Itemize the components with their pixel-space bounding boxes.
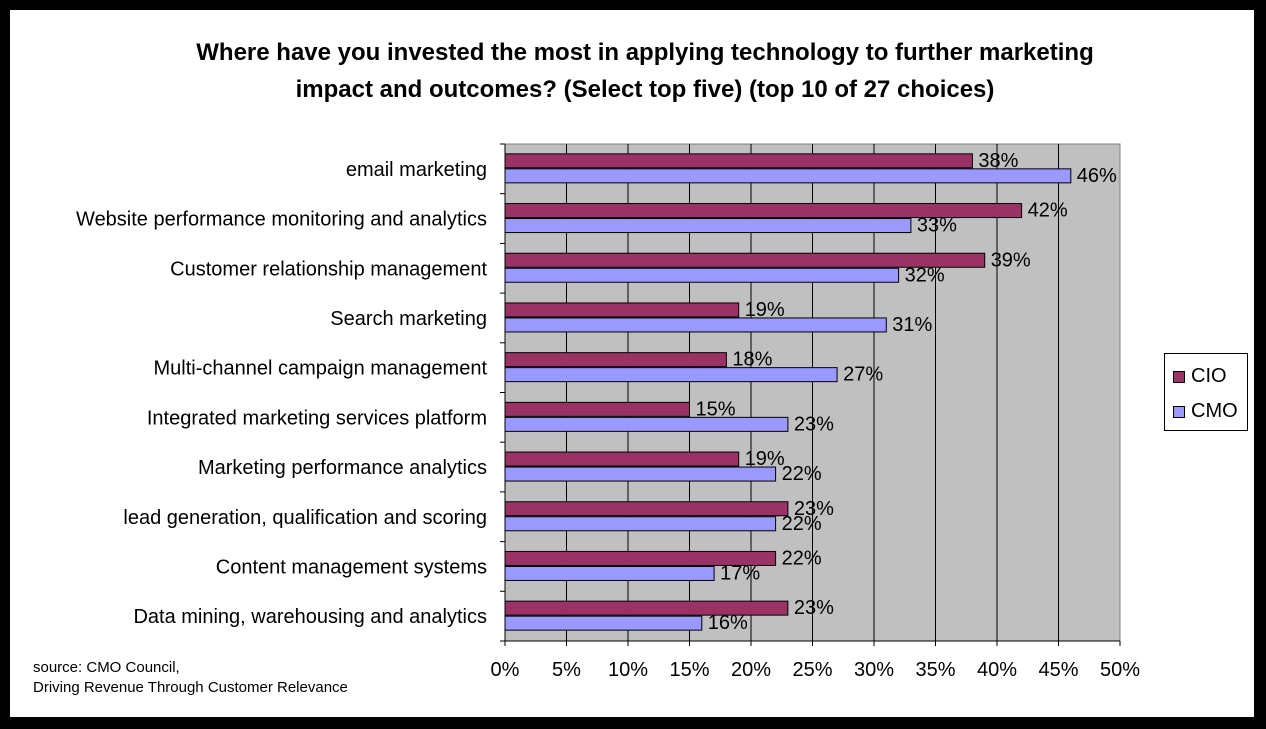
data-label-cmo: 32% bbox=[905, 264, 945, 286]
chart-title-line-2: impact and outcomes? (Select top five) (… bbox=[295, 76, 995, 103]
bar-cmo bbox=[504, 218, 912, 234]
bar-cmo bbox=[504, 615, 703, 631]
data-label-cmo: 23% bbox=[794, 413, 834, 435]
data-label-cmo: 27% bbox=[843, 364, 883, 386]
legend-label-cmo: CMO bbox=[1191, 400, 1238, 422]
x-tick-label: 20% bbox=[731, 659, 771, 681]
source-line-2: Driving Revenue Through Customer Relevan… bbox=[33, 679, 348, 696]
data-label-cio: 23% bbox=[794, 597, 834, 619]
category-label: Marketing performance analytics bbox=[198, 457, 487, 479]
data-label-cio: 23% bbox=[794, 498, 834, 520]
bar-cmo bbox=[504, 267, 900, 283]
x-tick-label: 15% bbox=[669, 659, 709, 681]
data-label-cmo: 17% bbox=[720, 562, 760, 584]
data-label-cio: 38% bbox=[978, 150, 1018, 172]
data-label-cio: 22% bbox=[782, 547, 822, 569]
data-label-cio: 15% bbox=[696, 398, 736, 420]
x-tick-label: 10% bbox=[608, 659, 648, 681]
data-label-cio: 18% bbox=[732, 349, 772, 371]
bar-chart: 0% 5% 10% 15% 20% 25% 30% 35% 40% 45% 50% email mar… bbox=[76, 143, 1140, 681]
bar-cmo bbox=[504, 565, 715, 581]
bar-cmo bbox=[504, 416, 789, 432]
bar-cio bbox=[504, 550, 777, 566]
x-tick-label: 40% bbox=[977, 659, 1017, 681]
category-label: Data mining, warehousing and analytics bbox=[133, 606, 487, 628]
data-label-cmo: 22% bbox=[782, 513, 822, 535]
category-label: Multi-channel campaign management bbox=[153, 358, 487, 380]
bar-cmo bbox=[504, 516, 777, 532]
data-label-cio: 19% bbox=[745, 448, 785, 470]
bar-cmo bbox=[504, 367, 838, 383]
x-tick-label: 50% bbox=[1100, 659, 1140, 681]
data-label-cmo: 46% bbox=[1077, 165, 1117, 187]
category-label: email marketing bbox=[346, 159, 487, 181]
x-tick-label: 45% bbox=[1038, 659, 1078, 681]
chart-title-line-1: Where have you invested the most in appl… bbox=[196, 39, 1094, 66]
legend-swatch-cmo bbox=[1173, 405, 1185, 418]
x-tick-label: 25% bbox=[792, 659, 832, 681]
legend-item-cio: CIO bbox=[1173, 365, 1227, 388]
bar-cio bbox=[504, 302, 740, 318]
x-tick-label: 0% bbox=[491, 659, 520, 681]
data-label-cio: 19% bbox=[745, 299, 785, 321]
data-label-cio: 42% bbox=[1028, 200, 1068, 222]
bar-cio bbox=[504, 203, 1023, 219]
bar-cio bbox=[504, 401, 690, 417]
chart-legend: CIO CMO bbox=[1164, 353, 1248, 431]
x-tick-label: 35% bbox=[915, 659, 955, 681]
bar-cmo bbox=[504, 466, 777, 482]
chart-title: Where have you invested the most in appl… bbox=[100, 34, 1190, 108]
legend-label-cio: CIO bbox=[1191, 365, 1227, 387]
bar-cio bbox=[504, 352, 727, 368]
data-label-cio: 39% bbox=[991, 249, 1031, 271]
category-label: Search marketing bbox=[330, 308, 487, 330]
bar-cio bbox=[504, 153, 973, 169]
bar-cio bbox=[504, 252, 986, 268]
data-label-cmo: 33% bbox=[917, 215, 957, 237]
data-label-cmo: 22% bbox=[782, 463, 822, 485]
category-label: lead generation, qualification and scori… bbox=[123, 507, 487, 529]
category-label: Content management systems bbox=[216, 556, 487, 578]
category-label: Customer relationship management bbox=[170, 258, 487, 280]
source-line-1: source: CMO Council, bbox=[33, 659, 180, 676]
x-tick-label: 5% bbox=[552, 659, 581, 681]
bar-cmo bbox=[504, 168, 1072, 184]
source-note: source: CMO Council, Driving Revenue Thr… bbox=[33, 658, 348, 698]
legend-swatch-cio bbox=[1173, 370, 1185, 383]
legend-item-cmo: CMO bbox=[1173, 400, 1238, 423]
data-label-cmo: 16% bbox=[708, 612, 748, 634]
bar-cio bbox=[504, 451, 740, 467]
bar-cio bbox=[504, 600, 789, 616]
bar-cio bbox=[504, 501, 789, 517]
category-label: Website performance monitoring and analy… bbox=[76, 209, 487, 231]
x-tick-label: 30% bbox=[854, 659, 894, 681]
chart-frame: Where have you invested the most in appl… bbox=[10, 10, 1254, 717]
data-label-cmo: 31% bbox=[892, 314, 932, 336]
bar-cmo bbox=[504, 317, 887, 333]
category-label: Integrated marketing services platform bbox=[147, 407, 487, 429]
